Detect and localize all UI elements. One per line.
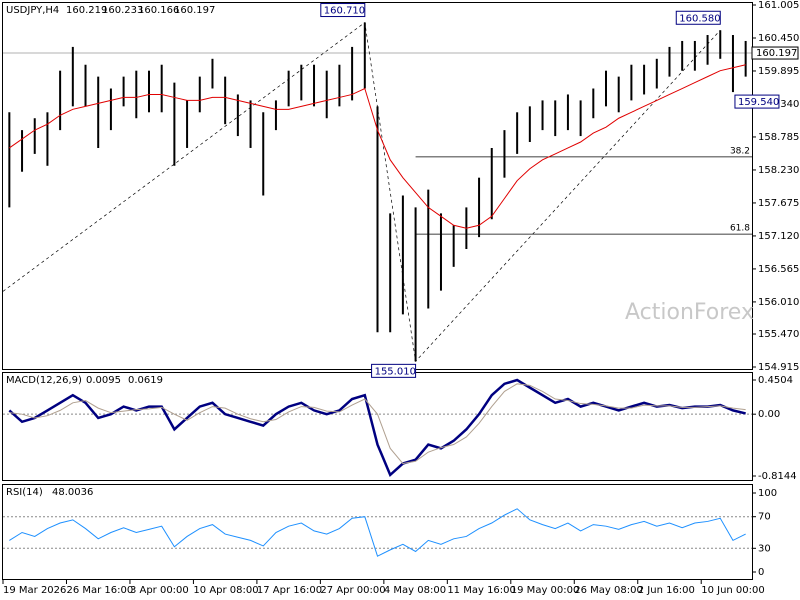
fib-label: 61.8 [730, 224, 750, 234]
y-tick-label: 159.895 [758, 66, 799, 77]
annotation-label: 159.540 [738, 97, 779, 108]
x-tick-label: 17 Apr 16:00 [257, 585, 322, 596]
x-tick-label: 26 Mar 16:00 [66, 585, 133, 596]
y-tick-label: 158.785 [758, 132, 799, 143]
series-line [9, 508, 746, 557]
rsi-panel [2, 484, 753, 580]
fib-label: 38.2 [730, 146, 750, 156]
last-price-box [751, 46, 799, 60]
watermark: ActionForex [625, 300, 754, 325]
annotation-box [371, 363, 417, 378]
y-tick-label: 0 [758, 567, 764, 578]
y-tick-label: 100 [758, 488, 777, 499]
annotation-box [675, 10, 721, 25]
moving-average [9, 64, 746, 229]
y-tick-label: 156.565 [758, 264, 799, 275]
rsi-title: RSI(14) [6, 487, 43, 498]
x-tick-label: 27 Apr 00:00 [320, 585, 385, 596]
y-tick-label: 30 [758, 543, 771, 554]
ohlc-readout: 160.233 [102, 5, 143, 16]
y-tick-label: 0.4504 [758, 375, 793, 386]
rsi-readout: 48.0036 [52, 487, 93, 498]
x-tick-label: 3 Apr 00:00 [130, 585, 189, 596]
y-tick-label: 0.00 [758, 409, 780, 420]
y-tick-label: 160.450 [758, 33, 799, 44]
y-tick-label: -0.8144 [758, 471, 797, 482]
x-tick-label: 19 Mar 2026 [3, 585, 66, 596]
y-tick-label: 157.120 [758, 231, 799, 242]
y-tick-label: 156.010 [758, 297, 799, 308]
series-line [8, 378, 746, 478]
x-tick-label: 10 Apr 08:00 [193, 585, 258, 596]
y-tick-label: 158.230 [758, 165, 799, 176]
x-tick-label: 19 May 00:00 [511, 585, 580, 596]
annotation-box [320, 3, 366, 18]
ohlc-readout: 160.166 [138, 5, 179, 16]
y-tick-label: 155.470 [758, 329, 799, 340]
last-price-label: 160.197 [756, 48, 797, 59]
annotation-label: 160.580 [679, 13, 720, 24]
x-tick-label: 2 Jun 16:00 [638, 585, 695, 596]
y-tick-label: 70 [758, 512, 771, 523]
symbol: USDJPY,H4 [6, 5, 59, 16]
macd-readout: 0.0619 [128, 375, 163, 386]
annotation-label: 160.710 [324, 6, 365, 17]
annotation-box [734, 94, 780, 109]
annotation-label: 155.010 [375, 366, 416, 377]
x-tick-label: 11 May 16:00 [447, 585, 516, 596]
y-tick-label: 154.915 [758, 362, 799, 373]
x-tick-label: 10 Jun 00:00 [701, 585, 765, 596]
ohlc-readout: 160.219 [66, 5, 107, 16]
macd-title: MACD(12,26,9) [6, 375, 82, 386]
macd-readout: 0.0095 [86, 375, 121, 386]
x-tick-label: 4 May 08:00 [384, 585, 446, 596]
y-tick-label: 161.005 [758, 0, 799, 11]
ohlc-readout: 160.197 [174, 5, 215, 16]
y-tick-label: 157.675 [758, 198, 799, 209]
series-line [9, 383, 746, 465]
x-tick-label: 26 May 08:00 [574, 585, 643, 596]
